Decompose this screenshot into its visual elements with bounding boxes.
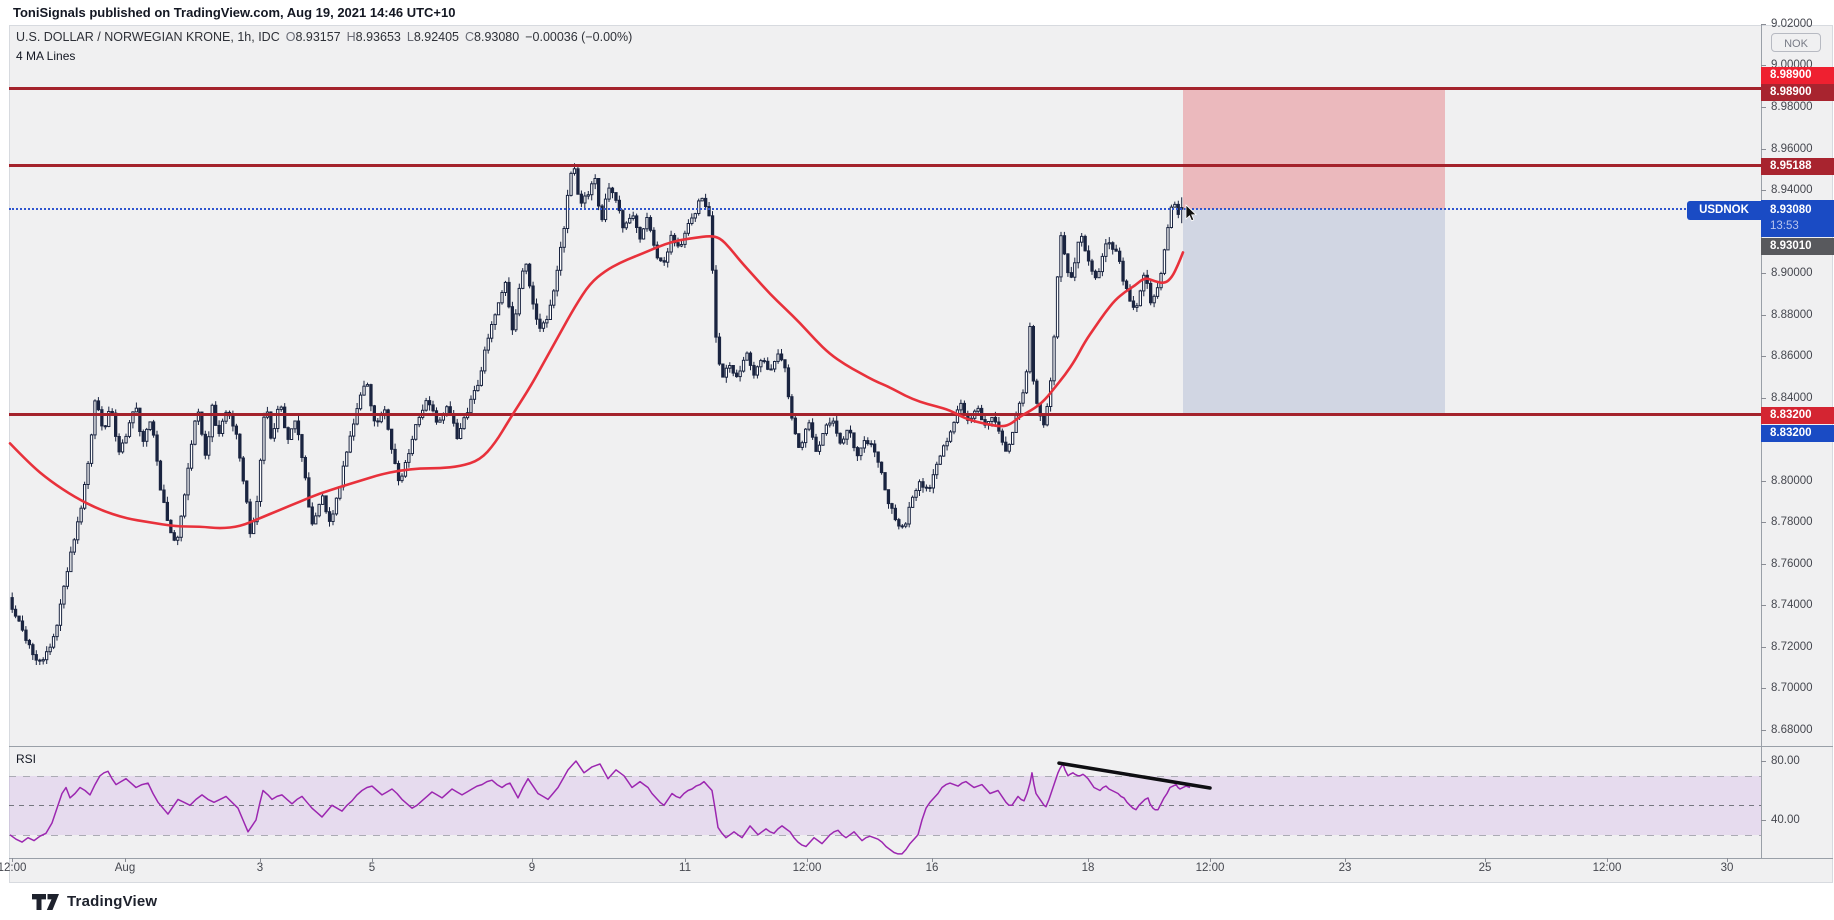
time-tick-mark — [1345, 858, 1346, 862]
price-tick-label: 8.88000 — [1761, 308, 1833, 322]
tradingview-watermark-text: TradingView — [67, 893, 158, 910]
ohlc-key: C — [465, 30, 475, 44]
line-low-price-label: 8.83200 — [1761, 406, 1834, 424]
last-price-value: 8.93080 — [1770, 204, 1812, 216]
price-tick-label: 8.96000 — [1761, 142, 1833, 156]
price-level-line[interactable] — [9, 163, 1761, 167]
price-tick-label: 8.70000 — [1761, 681, 1833, 695]
rsi-middle-dashed-line — [9, 805, 1761, 807]
rsi-indicator-label[interactable]: RSI — [16, 752, 37, 766]
price-tick-label: 8.84000 — [1761, 391, 1833, 405]
price-axis-border — [1761, 25, 1762, 858]
time-tick-label: 30 — [1720, 862, 1734, 874]
time-tick-mark — [1485, 858, 1486, 862]
chart-card — [9, 25, 1833, 883]
ohlc-value: 8.93157 — [295, 30, 341, 44]
time-tick-mark — [372, 858, 373, 862]
line-mid-price-label: 8.95188 — [1761, 157, 1834, 175]
time-tick-mark — [12, 858, 13, 862]
ohlc-value: 8.93653 — [355, 30, 401, 44]
time-tick-mark — [1607, 858, 1608, 862]
time-tick-mark — [532, 858, 533, 862]
price-tick-label: 8.90000 — [1761, 266, 1833, 280]
time-tick-label: 25 — [1478, 862, 1492, 874]
price-tick-label: 8.80000 — [1761, 474, 1833, 488]
price-level-line[interactable] — [9, 86, 1761, 90]
time-tick-label: 12:00 — [1592, 862, 1622, 874]
tradingview-watermark[interactable]: TradingView — [32, 893, 157, 910]
price-tick-label: 8.76000 — [1761, 557, 1833, 571]
time-tick-label: Aug — [114, 862, 136, 874]
last-price-dotted-line — [9, 208, 1761, 211]
price-tick-label: 8.72000 — [1761, 640, 1833, 654]
time-tick-mark — [1210, 858, 1211, 862]
time-tick-label: 11 — [679, 862, 691, 874]
short-position-risk-box[interactable] — [1183, 88, 1445, 210]
price-tick-label: 8.98000 — [1761, 100, 1833, 114]
price-level-line[interactable] — [9, 412, 1761, 416]
time-tick-label: 18 — [1081, 862, 1095, 874]
rsi-tick-label: 40.00 — [1761, 813, 1833, 827]
tradingview-logo-icon — [32, 893, 59, 910]
price-tick-label: 8.78000 — [1761, 515, 1833, 529]
time-axis-border — [9, 858, 1833, 859]
ohlc-key: H — [346, 30, 356, 44]
price-tick-label: 8.86000 — [1761, 349, 1833, 363]
time-tick-mark — [1088, 858, 1089, 862]
time-tick-mark — [807, 858, 808, 862]
ohlc-key: O — [285, 30, 296, 44]
entry-price-label: 8.93010 — [1761, 237, 1834, 255]
time-tick-label: 23 — [1338, 862, 1352, 874]
time-tick-mark — [260, 858, 261, 862]
time-tick-label: 5 — [368, 862, 376, 874]
target-price-label: 8.83200 — [1761, 424, 1834, 442]
currency-toggle-button[interactable]: NOK — [1771, 33, 1821, 52]
symbol-legend[interactable]: U.S. DOLLAR / NORWEGIAN KRONE, 1h, IDC O8… — [16, 30, 632, 44]
bar-countdown: 13:53 — [1770, 220, 1799, 232]
last-price-label: 8.93080 13:53 — [1761, 200, 1834, 237]
price-tick-label: 8.74000 — [1761, 598, 1833, 612]
time-tick-label: 12:00 — [0, 862, 27, 874]
time-tick-mark — [1727, 858, 1728, 862]
time-tick-mark — [932, 858, 933, 862]
time-tick-label: 12:00 — [1195, 862, 1225, 874]
time-tick-mark — [125, 858, 126, 862]
published-byline: ToniSignals published on TradingView.com… — [13, 5, 456, 20]
rsi-upper-dashed-line — [9, 775, 1761, 777]
indicator-legend[interactable]: 4 MA Lines — [16, 49, 76, 63]
stop-price-label: 8.98900 — [1761, 66, 1834, 84]
time-tick-label: 12:00 — [792, 862, 822, 874]
ohlc-value: −0.00036 (−0.00%) — [525, 30, 633, 44]
ohlc-values: O8.93157 H8.93653 L8.92405 C8.93080 −0.00036… — [280, 30, 633, 44]
rsi-lower-dashed-line — [9, 834, 1761, 836]
symbol-flag-label[interactable]: USDNOK — [1687, 201, 1761, 220]
price-tick-label: 8.68000 — [1761, 723, 1833, 737]
time-tick-label: 3 — [256, 862, 264, 874]
time-tick-label: 9 — [528, 862, 536, 874]
ohlc-key: L — [406, 30, 414, 44]
price-tick-label: 9.02000 — [1761, 17, 1833, 31]
rsi-tick-label: 80.00 — [1761, 754, 1833, 768]
pane-divider[interactable] — [9, 746, 1833, 747]
time-tick-mark — [685, 858, 686, 862]
line-top-price-label: 8.98900 — [1761, 83, 1834, 101]
time-tick-label: 16 — [925, 862, 939, 874]
symbol-title[interactable]: U.S. DOLLAR / NORWEGIAN KRONE, 1h, IDC — [16, 30, 280, 44]
price-tick-label: 8.94000 — [1761, 183, 1833, 197]
ohlc-value: 8.93080 — [474, 30, 520, 44]
short-position-reward-box[interactable] — [1183, 209, 1445, 415]
ohlc-value: 8.92405 — [413, 30, 459, 44]
